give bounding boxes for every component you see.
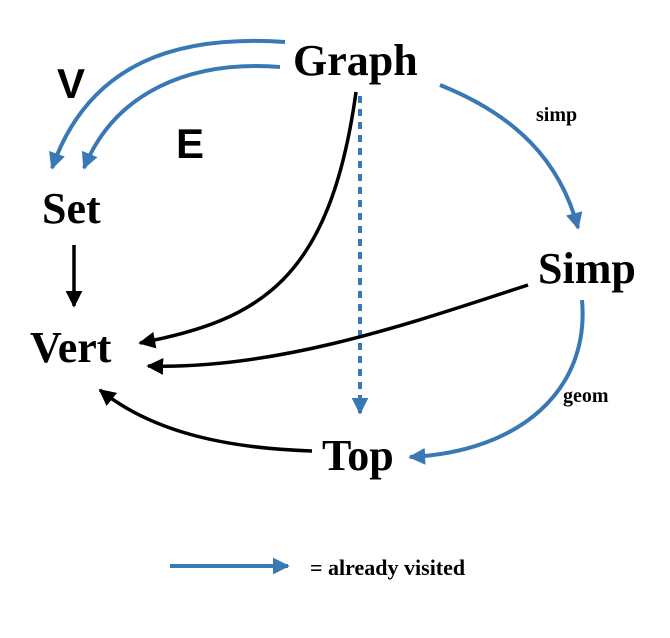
edge-graph-to-vert bbox=[138, 91, 358, 349]
node-graph: Graph bbox=[293, 36, 418, 85]
node-set: Set bbox=[42, 184, 101, 233]
edge-geom-simp-to-top bbox=[408, 299, 585, 465]
edge-label-v: V bbox=[57, 60, 85, 107]
edge-top-to-vert bbox=[98, 388, 313, 453]
edge-simp-to-vert bbox=[146, 283, 529, 375]
node-top: Top bbox=[322, 431, 394, 480]
node-simp: Simp bbox=[538, 244, 636, 293]
edge-label-geom: geom bbox=[563, 385, 609, 407]
node-vert: Vert bbox=[30, 323, 112, 372]
edge-label-simp: simp bbox=[536, 104, 577, 126]
edge-label-e: E bbox=[176, 120, 204, 167]
legend-label: = already visited bbox=[310, 555, 465, 580]
edge-simp-graph-to-simp bbox=[439, 83, 583, 230]
edge-v-graph-to-set bbox=[49, 38, 286, 170]
edge-e-graph-to-set bbox=[81, 64, 281, 170]
